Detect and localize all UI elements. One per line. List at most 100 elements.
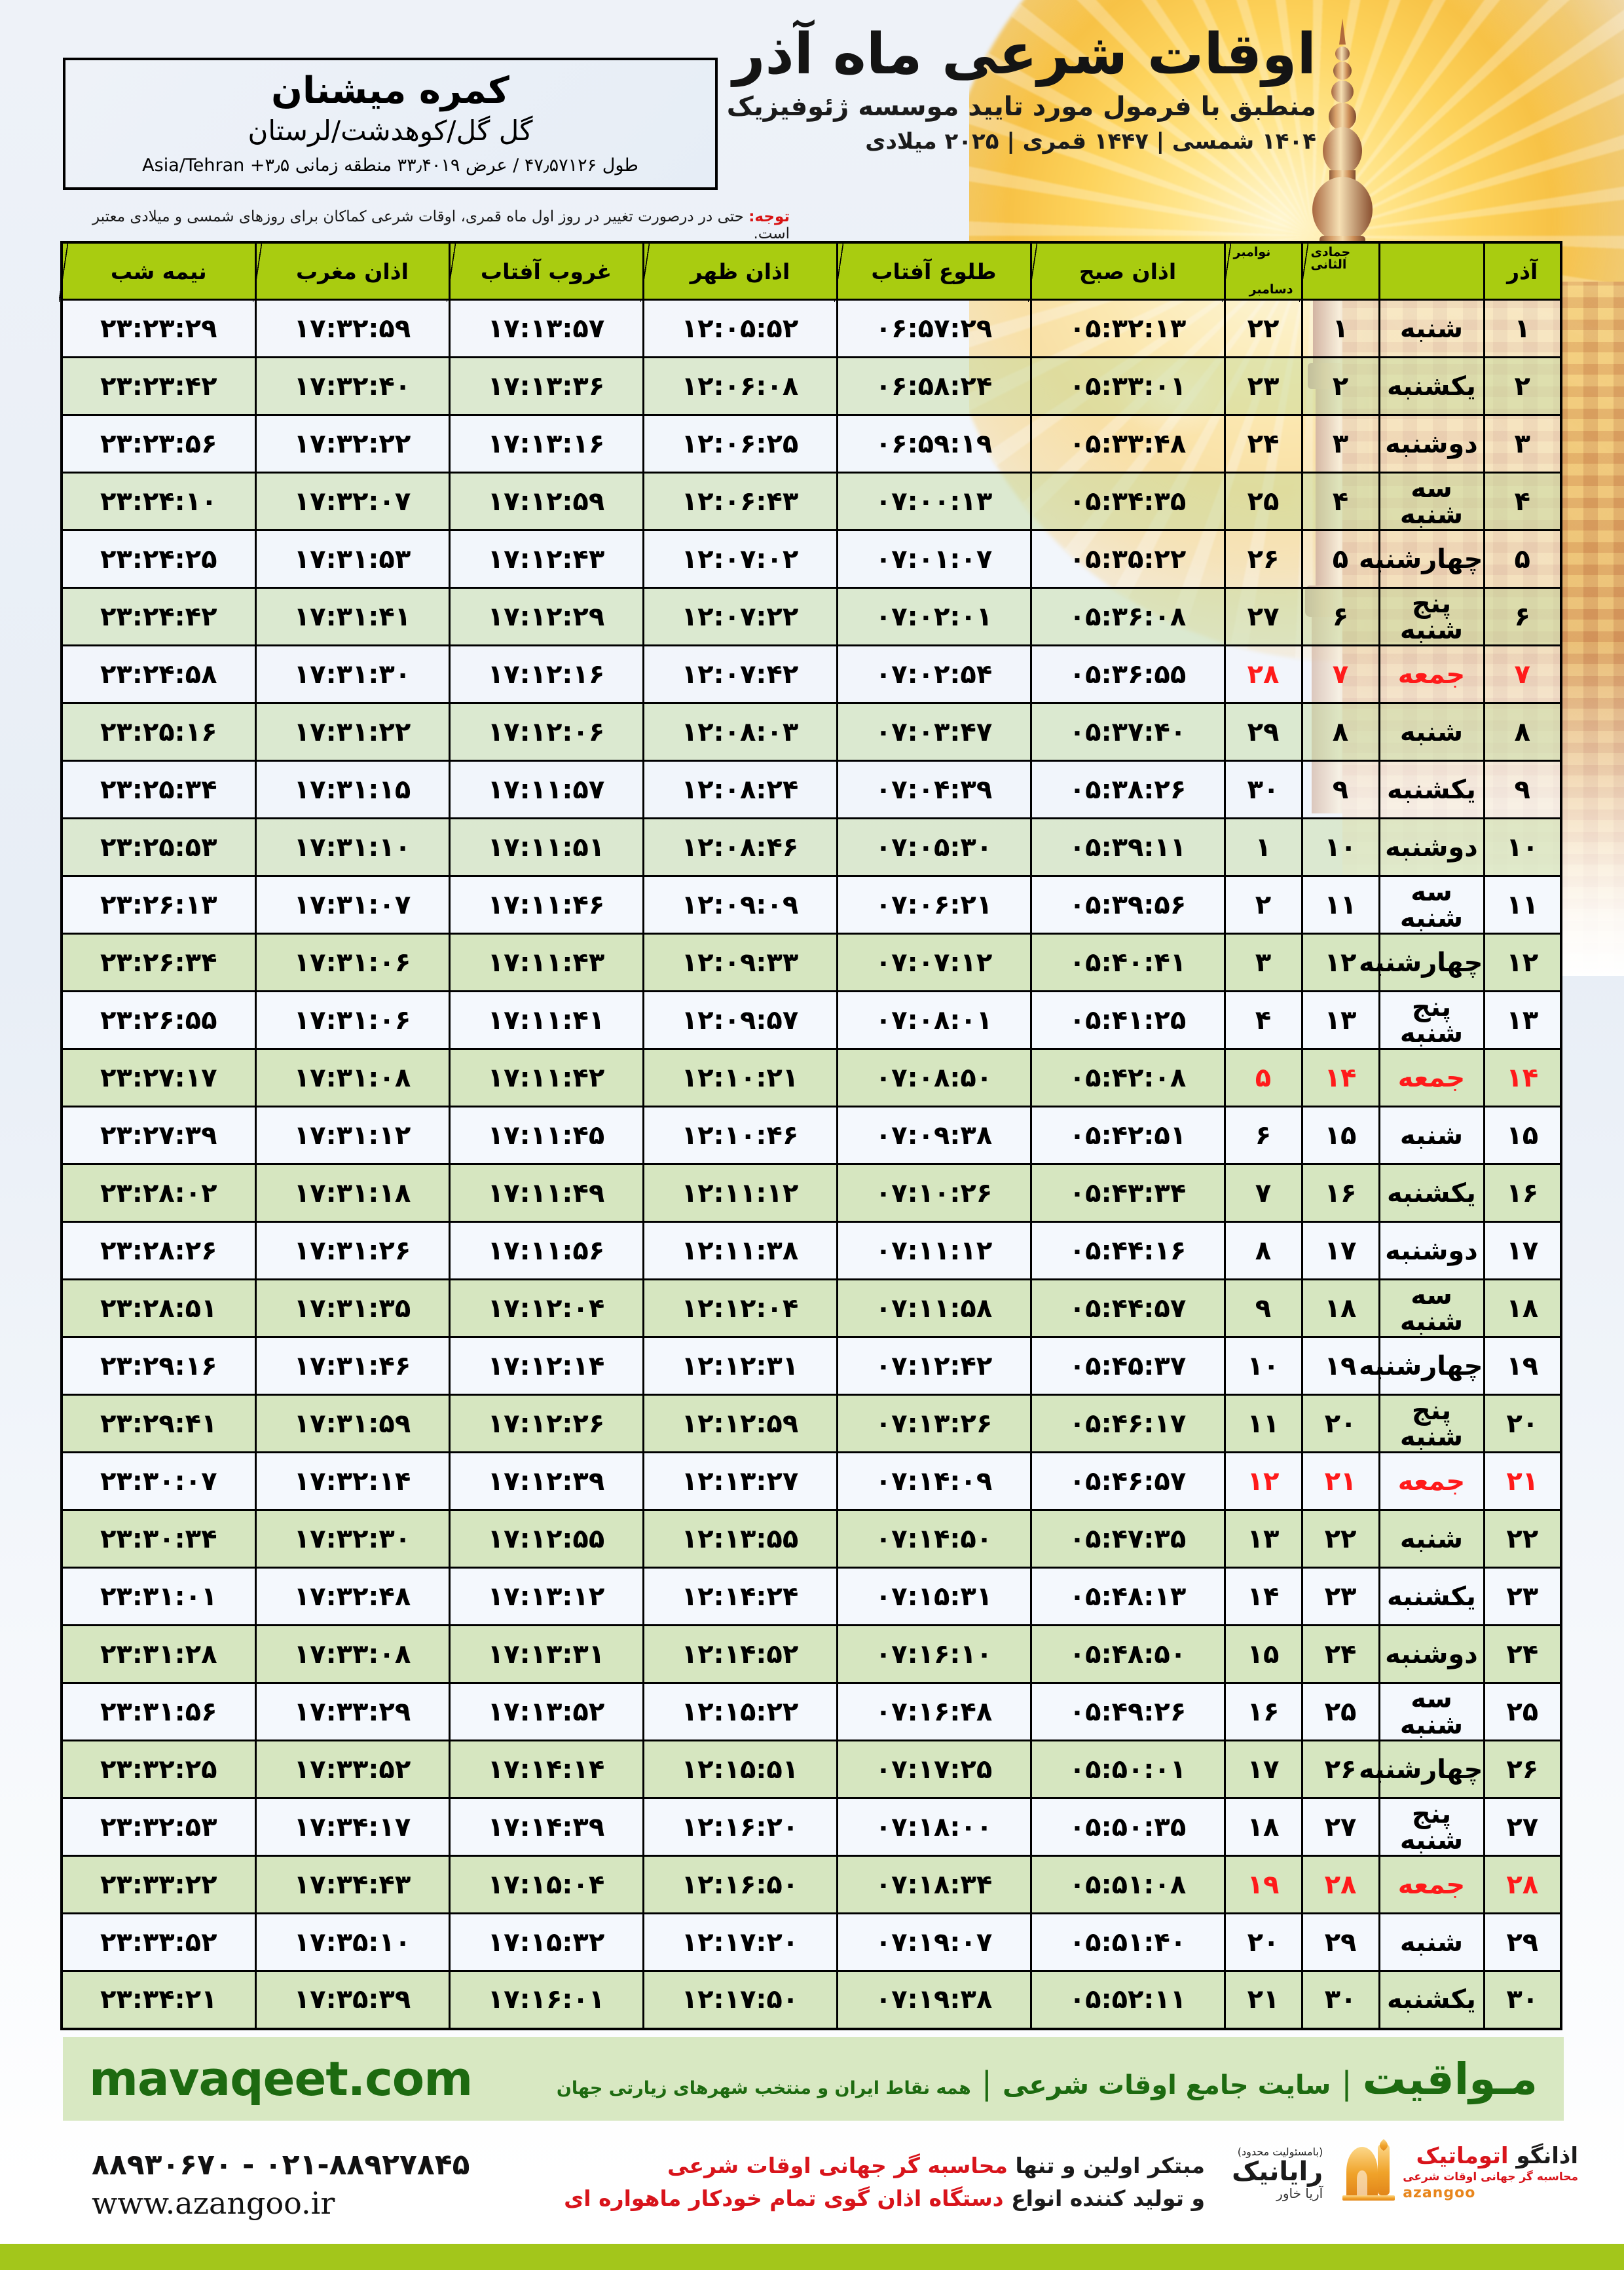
cell-day: ۲ [1483,356,1562,416]
cell-sunrise: ۰۷:۱۸:۰۰ [836,1797,1032,1857]
cell-weekday: شنبه [1378,299,1485,358]
table-header: آذر جمادی الثانی نوامبر دسامبر [60,241,1562,303]
cell-lunar: ۲۰ [1301,1394,1380,1453]
cell-sunset: ۱۷:۱۱:۵۷ [448,760,644,819]
cell-day: ۱۷ [1483,1221,1562,1280]
cell-weekday: پنج شنبه [1378,587,1485,646]
cell-fajr: ۰۵:۳۶:۵۵ [1029,644,1226,704]
cell-sunset: ۱۷:۱۲:۲۶ [448,1394,644,1453]
cell-gregorian: ۱۱ [1223,1394,1303,1453]
cell-lunar: ۱۱ [1301,875,1380,935]
cell-maghrib: ۱۷:۳۳:۵۲ [254,1740,451,1799]
mosque-icon [1342,2139,1395,2201]
cell-gregorian: ۴ [1223,990,1303,1050]
cell-maghrib: ۱۷:۳۴:۴۳ [254,1855,451,1914]
cell-lunar: ۲۶ [1301,1740,1380,1799]
table-row: ۳۰ یکشنبه ۳۰ ۲۱ ۰۵:۵۲:۱۱ ۰۷:۱۹:۳۸ ۱۲:۱۷:۵۰ ۱۷:۱… [60,1970,1562,2030]
azangoo-logo-subtitle: محاسبه گر جهانی اوقات شرعی [1403,2170,1578,2184]
cell-fajr: ۰۵:۳۲:۱۳ [1029,299,1226,358]
cell-midnight: ۲۳:۲۹:۴۱ [60,1394,257,1453]
cell-sunrise: ۰۶:۵۸:۲۴ [836,356,1032,416]
cell-maghrib: ۱۷:۳۱:۱۲ [254,1106,451,1165]
cell-sunset: ۱۷:۱۳:۱۶ [448,414,644,474]
cell-maghrib: ۱۷:۳۵:۱۰ [254,1912,451,1972]
cell-sunrise: ۰۷:۰۴:۳۹ [836,760,1032,819]
cell-dhuhr: ۱۲:۰۶:۲۵ [642,414,838,474]
cell-gregorian: ۳۰ [1223,760,1303,819]
cell-maghrib: ۱۷:۳۱:۳۵ [254,1278,451,1338]
cell-sunrise: ۰۷:۰۸:۰۱ [836,990,1032,1050]
cell-fajr: ۰۵:۳۵:۲۲ [1029,529,1226,589]
cell-sunset: ۱۷:۱۲:۱۶ [448,644,644,704]
table-row: ۲۸ جمعه ۲۸ ۱۹ ۰۵:۵۱:۰۸ ۰۷:۱۸:۳۴ ۱۲:۱۶:۵۰ ۱۷:۱۵:… [60,1855,1562,1914]
cell-dhuhr: ۱۲:۰۹:۰۹ [642,875,838,935]
cell-day: ۲۴ [1483,1624,1562,1684]
cell-weekday: جمعه [1378,1451,1485,1511]
cell-maghrib: ۱۷:۳۲:۴۰ [254,356,451,416]
cell-weekday: پنج شنبه [1378,1394,1485,1453]
table-row: ۱۴ جمعه ۱۴ ۵ ۰۵:۴۲:۰۸ ۰۷:۰۸:۵۰ ۱۲:۱۰:۲۱ ۱۷:۱۱:۴… [60,1048,1562,1107]
cell-day: ۱۶ [1483,1163,1562,1223]
cell-gregorian: ۲۰ [1223,1912,1303,1972]
cell-sunrise: ۰۷:۰۲:۰۱ [836,587,1032,646]
cell-midnight: ۲۳:۳۳:۵۲ [60,1912,257,1972]
location-coordinates: طول ۴۷٫۵۷۱۲۶ / عرض ۳۳٫۴۰۱۹ منطقه زمانی ۳… [142,155,638,176]
cell-sunrise: ۰۷:۱۲:۴۲ [836,1336,1032,1396]
cell-weekday: چهارشنبه [1359,1336,1485,1396]
cell-fajr: ۰۵:۴۴:۱۶ [1029,1221,1226,1280]
cell-lunar: ۳۰ [1301,1970,1380,2030]
sponsor-description-line-2: و تولید کننده انواع دستگاه اذان گوی تمام… [564,2182,1205,2215]
cell-dhuhr: ۱۲:۰۸:۴۶ [642,817,838,877]
cell-fajr: ۰۵:۳۹:۱۱ [1029,817,1226,877]
cell-midnight: ۲۳:۲۴:۵۸ [60,644,257,704]
cell-day: ۱ [1483,299,1562,358]
column-header-maghrib: اذان مغرب [253,241,451,303]
cell-maghrib: ۱۷:۳۱:۴۱ [254,587,451,646]
cell-lunar: ۸ [1301,702,1380,762]
cell-weekday: یکشنبه [1378,760,1485,819]
cell-weekday: دوشنبه [1378,817,1485,877]
cell-midnight: ۲۳:۲۳:۴۲ [60,356,257,416]
cell-maghrib: ۱۷:۳۱:۲۲ [254,702,451,762]
contact-website[interactable]: www.azangoo.ir [92,2186,335,2221]
cell-dhuhr: ۱۲:۱۶:۲۰ [642,1797,838,1857]
table-row: ۱۳ پنج شنبه ۱۳ ۴ ۰۵:۴۱:۲۵ ۰۷:۰۸:۰۱ ۱۲:۰۹:۵۷ ۱۷:… [60,990,1562,1050]
cell-lunar: ۱ [1301,299,1380,358]
cell-weekday: یکشنبه [1378,1163,1485,1223]
cell-gregorian: ۱ [1223,817,1303,877]
cell-sunset: ۱۷:۱۲:۵۹ [448,472,644,531]
cell-sunset: ۱۷:۱۱:۴۶ [448,875,644,935]
table-row: ۱۸ سه شنبه ۱۸ ۹ ۰۵:۴۴:۵۷ ۰۷:۱۱:۵۸ ۱۲:۱۲:۰۴ ۱۷:۱… [60,1278,1562,1338]
cell-fajr: ۰۵:۴۵:۳۷ [1029,1336,1226,1396]
cell-day: ۱۹ [1483,1336,1562,1396]
cell-lunar: ۱۰ [1301,817,1380,877]
cell-weekday: چهارشنبه [1359,1740,1485,1799]
rayanik-logo: (بامسئولیت محدود) رایانیک آریا خاور [1232,2146,1323,2201]
note-line: توجه: حتی در درصورت تغییر در روز اول ماه… [63,208,790,242]
cell-sunset: ۱۷:۱۲:۴۳ [448,529,644,589]
cell-maghrib: ۱۷:۳۱:۵۹ [254,1394,451,1453]
cell-weekday: جمعه [1378,1855,1485,1914]
cell-fajr: ۰۵:۴۹:۲۶ [1029,1682,1226,1741]
table-row: ۲۳ یکشنبه ۲۳ ۱۴ ۰۵:۴۸:۱۳ ۰۷:۱۵:۳۱ ۱۲:۱۴:۲۴ ۱۷:۱… [60,1567,1562,1626]
table-row: ۲۷ پنج شنبه ۲۷ ۱۸ ۰۵:۵۰:۳۵ ۰۷:۱۸:۰۰ ۱۲:۱۶:۲۰ ۱۷… [60,1797,1562,1857]
cell-dhuhr: ۱۲:۰۵:۵۲ [642,299,838,358]
cell-sunrise: ۰۷:۰۲:۵۴ [836,644,1032,704]
cell-sunrise: ۰۷:۱۶:۴۸ [836,1682,1032,1741]
cell-sunrise: ۰۷:۰۷:۱۲ [836,933,1032,992]
footer-domain-link[interactable]: mavaqeet.com [89,2051,473,2106]
cell-dhuhr: ۱۲:۰۹:۳۳ [642,933,838,992]
cell-maghrib: ۱۷:۳۱:۱۸ [254,1163,451,1223]
cell-dhuhr: ۱۲:۰۶:۴۳ [642,472,838,531]
cell-sunrise: ۰۷:۱۸:۳۴ [836,1855,1032,1914]
cell-maghrib: ۱۷:۳۱:۱۰ [254,817,451,877]
azangoo-title-part-a: اذانگو [1516,2143,1578,2169]
cell-fajr: ۰۵:۵۱:۰۸ [1029,1855,1226,1914]
cell-day: ۹ [1483,760,1562,819]
cell-dhuhr: ۱۲:۱۶:۵۰ [642,1855,838,1914]
cell-day: ۱۰ [1483,817,1562,877]
cell-maghrib: ۱۷:۳۳:۲۹ [254,1682,451,1741]
cell-midnight: ۲۳:۲۵:۵۳ [60,817,257,877]
cell-dhuhr: ۱۲:۱۱:۱۲ [642,1163,838,1223]
table-row: ۲۶ چهارشنبه ۲۶ ۱۷ ۰۵:۵۰:۰۱ ۰۷:۱۷:۲۵ ۱۲:۱۵:۵۱ ۱۷… [60,1740,1562,1799]
